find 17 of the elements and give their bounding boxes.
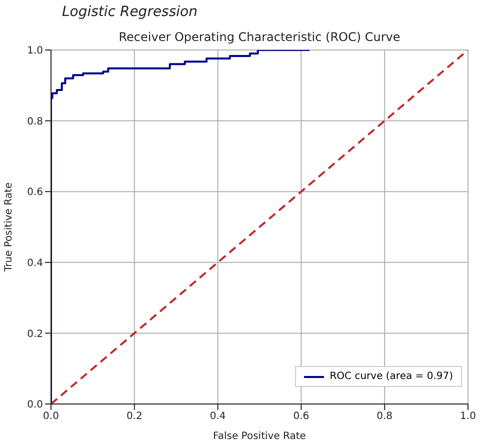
legend-label: ROC curve (area = 0.97)	[330, 371, 453, 382]
chart-subtitle: Receiver Operating Characteristic (ROC) Curve	[118, 30, 402, 44]
x-tick-label: 1.0	[460, 411, 476, 422]
y-tick-label: 0.2	[27, 328, 43, 340]
y-tick-label: 0.0	[27, 400, 43, 411]
x-tick-label: 0.0	[43, 411, 59, 422]
y-axis-title: True Positive Rate	[4, 182, 15, 273]
x-tick-label: 0.4	[210, 411, 226, 422]
chart-title: Logistic Regression	[62, 4, 198, 20]
x-tick-label: 0.8	[376, 411, 393, 422]
y-tick-label: 0.8	[27, 116, 43, 128]
y-tick-label: 0.6	[27, 187, 43, 198]
x-tick-label: 0.6	[293, 411, 310, 422]
x-tick-label: 0.2	[126, 411, 142, 422]
x-axis-title: False Positive Rate	[213, 431, 306, 441]
y-tick-label: 0.4	[27, 258, 43, 269]
y-tick-label: 1.0	[27, 46, 43, 57]
